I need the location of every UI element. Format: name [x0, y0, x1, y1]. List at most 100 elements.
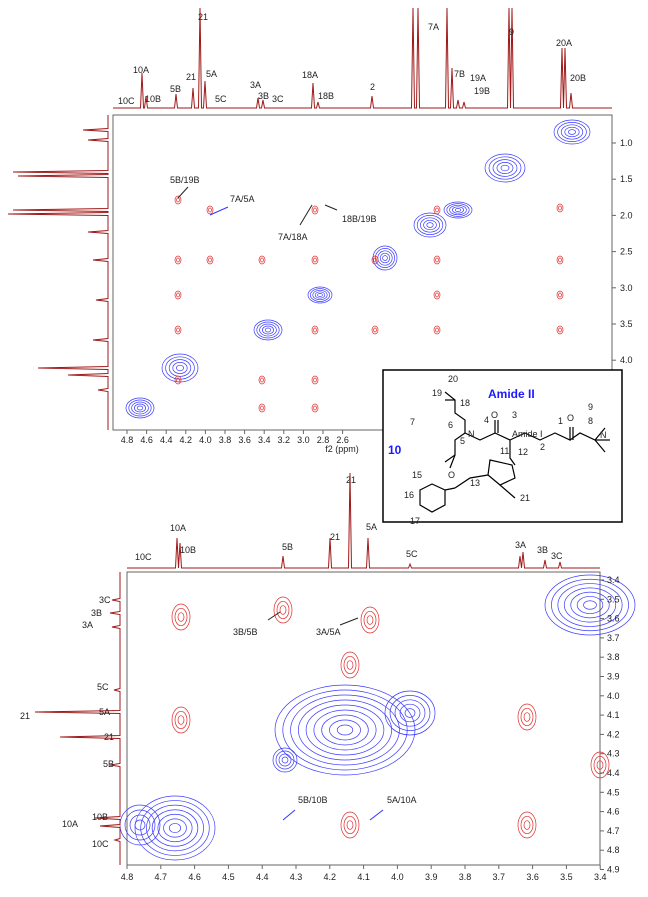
contour — [254, 320, 282, 340]
contour — [455, 208, 461, 211]
contour — [314, 710, 376, 750]
peak-label: 21 — [198, 12, 208, 22]
x-tick-label: 3.6 — [238, 435, 251, 445]
structure-label: 17 — [410, 516, 420, 526]
x-tick-label: 4.4 — [256, 872, 269, 882]
contour — [259, 404, 265, 412]
contour — [126, 398, 154, 418]
contour — [262, 326, 273, 334]
peak-label: 19B — [474, 86, 490, 96]
structure-label: 11 — [500, 446, 509, 456]
peak-label: 5C — [215, 94, 227, 104]
peak-label: 3B — [258, 91, 269, 101]
y-tick-label: 4.0 — [607, 691, 620, 701]
annotation: 3B/5B — [233, 627, 258, 637]
structure-label: 8 — [588, 416, 593, 426]
contour — [559, 328, 562, 332]
y-tick-label: 4.6 — [607, 807, 620, 817]
contour — [545, 575, 635, 635]
contour — [169, 823, 180, 832]
peak-label: 5B — [170, 84, 181, 94]
contour — [175, 608, 187, 625]
contour — [577, 596, 603, 613]
x-tick-label: 4.2 — [324, 872, 337, 882]
contour — [315, 292, 325, 298]
y-tick-label: 4.7 — [607, 826, 620, 836]
contour — [434, 206, 440, 214]
contour — [164, 819, 187, 837]
contour — [134, 404, 145, 412]
contour — [261, 378, 264, 382]
contour — [501, 165, 509, 171]
contour — [414, 213, 446, 237]
contour — [347, 661, 353, 670]
annotation: 5B/10B — [298, 795, 328, 805]
contour — [129, 400, 151, 416]
structure-label: 2 — [540, 442, 545, 452]
x-tick-label: 4.8 — [121, 435, 134, 445]
contour — [337, 725, 353, 735]
y-tick-label: 4.4 — [607, 768, 620, 778]
contour — [568, 130, 575, 135]
contour — [207, 256, 213, 264]
structure-label: 5 — [460, 436, 465, 446]
spectrum-1d — [113, 8, 612, 108]
contour — [364, 611, 376, 628]
peak-label: 3C — [551, 551, 563, 561]
contour — [312, 326, 318, 334]
structure-label: 19 — [432, 388, 442, 398]
peak-label: 20A — [556, 38, 572, 48]
contour — [135, 796, 215, 860]
contour — [559, 293, 562, 297]
peak-label: 5A — [99, 707, 110, 717]
structure-label: 18 — [460, 398, 470, 408]
structure-label: 3 — [512, 410, 517, 420]
peak-label: 18A — [302, 70, 318, 80]
contour — [314, 328, 317, 332]
contour — [344, 816, 356, 833]
structure-label: 9 — [588, 402, 593, 412]
contour — [277, 601, 289, 618]
contour — [177, 198, 180, 202]
contour — [436, 328, 439, 332]
structure-label: 10 — [388, 443, 402, 457]
y-tick-label: 4.8 — [607, 845, 620, 855]
peak-label: 9 — [509, 27, 514, 37]
structure-label: 6 — [448, 420, 453, 430]
contour — [306, 705, 384, 755]
contour — [280, 606, 286, 615]
contour — [209, 258, 212, 262]
contour — [584, 601, 597, 610]
contour — [178, 613, 184, 622]
x-tick-label: 3.4 — [594, 872, 607, 882]
contour — [178, 716, 184, 725]
peak-label: 3B — [537, 545, 548, 555]
contour — [557, 256, 563, 264]
contour — [329, 720, 360, 740]
contour — [367, 616, 373, 625]
contour — [259, 376, 265, 384]
structure-label: 16 — [404, 490, 414, 500]
contour — [521, 708, 533, 725]
peak-label: 2 — [370, 82, 375, 92]
contour — [485, 154, 525, 182]
x-tick-label: 4.8 — [121, 872, 134, 882]
contour — [373, 246, 397, 270]
contour — [375, 248, 394, 267]
contour — [175, 291, 181, 299]
contour — [265, 328, 271, 332]
contour — [257, 322, 279, 338]
figure: 10C10B10A5B21215A5C3A3B3C18A18B27A7B19A1… — [0, 0, 648, 892]
peak-label: 3C — [99, 595, 111, 605]
x-tick-label: 3.5 — [560, 872, 573, 882]
y-tick-label: 3.0 — [620, 283, 633, 293]
y-tick-label: 3.9 — [607, 672, 620, 682]
contour — [312, 256, 318, 264]
structure-label: 4 — [484, 415, 489, 425]
peak-label: 3A — [250, 80, 261, 90]
x-tick-label: 3.7 — [493, 872, 506, 882]
structure-label: 7 — [410, 417, 415, 427]
contour — [497, 162, 513, 173]
x-tick-label: 4.1 — [357, 872, 370, 882]
annotation: 18B/19B — [342, 214, 377, 224]
